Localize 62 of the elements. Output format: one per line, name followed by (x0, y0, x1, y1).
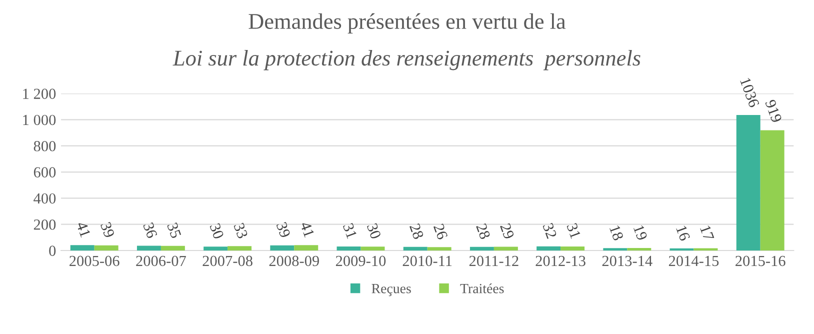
x-tick-label: 2005-06 (70, 256, 120, 266)
x-tick-label: 2012-13 (536, 256, 586, 266)
data-label: 39 (276, 222, 291, 238)
x-tick-label: 2007-08 (202, 256, 252, 266)
bar (94, 245, 118, 250)
bar (427, 247, 452, 250)
data-label: 35 (166, 222, 182, 239)
bar (536, 246, 561, 250)
legend-label: Reçues (372, 284, 411, 296)
data-label: 1036 (740, 77, 760, 108)
data-label: 17 (700, 225, 714, 242)
data-label: 39 (100, 222, 115, 238)
bar (736, 114, 760, 250)
data-label: 32 (542, 222, 557, 239)
data-label: 30 (210, 222, 224, 240)
bar (294, 245, 318, 250)
bar (470, 246, 494, 250)
data-label: 28 (409, 222, 424, 240)
data-label: 26 (433, 223, 448, 240)
y-tick-label: 400 (34, 193, 56, 204)
bar (336, 246, 361, 250)
y-tick-label: 0 (49, 246, 56, 256)
bar (403, 246, 428, 250)
bar (228, 246, 252, 250)
bar (136, 246, 161, 250)
y-tick-label: 600 (34, 167, 56, 178)
x-tick-label: 2006-07 (136, 256, 186, 266)
bar (270, 245, 294, 250)
data-label: 33 (234, 222, 248, 240)
bar (494, 246, 518, 250)
chart-title: Demandes présentées en vertu de la (248, 13, 566, 34)
x-tick-label: 2015-16 (736, 256, 786, 266)
y-tick-label: 1 200 (23, 88, 56, 99)
bar (360, 246, 385, 250)
data-label: 31 (566, 222, 581, 239)
bar (160, 246, 185, 250)
x-tick-label: 2010-11 (402, 256, 452, 266)
x-tick-label: 2009-10 (336, 256, 386, 266)
data-label: 41 (300, 220, 314, 238)
y-tick-label: 200 (34, 219, 56, 230)
data-label: 18 (609, 224, 624, 241)
legend-label: Traitées (460, 283, 504, 294)
data-label: 36 (143, 222, 158, 239)
data-label: 919 (764, 99, 782, 124)
x-tick-label: 2008-09 (269, 256, 319, 266)
y-tick-label: 800 (34, 140, 56, 152)
chart-subtitle: Loi sur la protection des renseignements personnels (172, 50, 640, 70)
data-label: 41 (76, 220, 91, 238)
x-tick-label: 2013-14 (602, 256, 652, 266)
data-label: 29 (500, 222, 514, 240)
bar (560, 246, 585, 250)
x-tick-label: 2014-15 (668, 256, 719, 266)
data-label: 31 (342, 222, 358, 239)
bar (70, 245, 94, 250)
data-label: 19 (633, 224, 648, 241)
data-label: 28 (476, 222, 490, 240)
y-tick-label: 1 000 (23, 114, 56, 126)
data-label: 30 (366, 222, 382, 240)
bar (204, 246, 228, 250)
bar (760, 130, 784, 250)
x-tick-label: 2011-12 (469, 256, 518, 266)
data-label: 16 (676, 225, 690, 242)
